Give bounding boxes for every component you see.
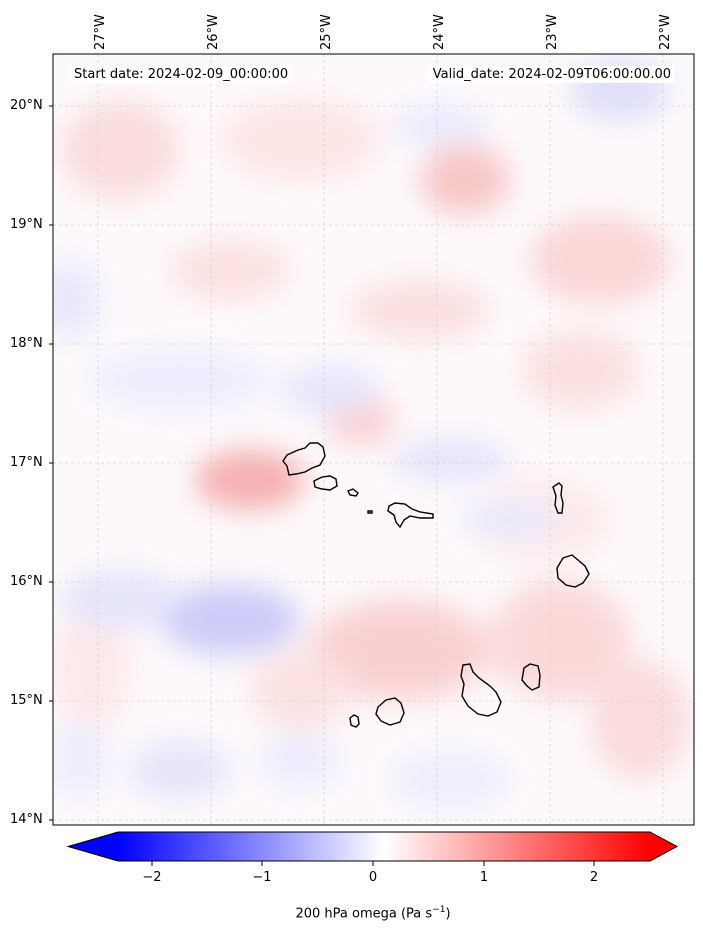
graticule bbox=[53, 54, 694, 825]
lon-label: 23°W bbox=[545, 14, 560, 50]
colorbar-tick-label: −2 bbox=[142, 870, 162, 885]
island-santa-luzia bbox=[347, 488, 359, 497]
lat-label: 16°N bbox=[10, 574, 43, 589]
lat-label: 17°N bbox=[10, 455, 43, 470]
colorbar-label: 200 hPa omega (Pa s−1) bbox=[295, 905, 451, 922]
island-sao-nicolau bbox=[387, 502, 434, 529]
islands bbox=[282, 442, 590, 728]
lon-label: 24°W bbox=[432, 14, 447, 50]
lat-label: 18°N bbox=[10, 336, 43, 351]
island-maio bbox=[521, 663, 541, 691]
island-boa-vista bbox=[556, 554, 590, 588]
colorbar-tick-label: 1 bbox=[479, 870, 489, 885]
lon-label: 25°W bbox=[319, 14, 334, 50]
lat-label: 19°N bbox=[10, 217, 43, 232]
lat-label: 15°N bbox=[10, 693, 43, 708]
island-sao-vicente bbox=[313, 475, 338, 491]
island-santo-antao bbox=[282, 442, 326, 476]
lon-label: 27°W bbox=[93, 14, 108, 50]
valid-date-label: Valid_date: 2024-02-09T06:00:00.00 bbox=[428, 66, 675, 83]
map-frame bbox=[52, 53, 695, 826]
lat-label: 14°N bbox=[10, 812, 43, 827]
colorbar-tick-label: 2 bbox=[589, 870, 599, 885]
lat-ticks bbox=[49, 105, 53, 821]
island-santiago bbox=[460, 663, 502, 717]
island-fogo bbox=[375, 697, 405, 726]
colorbar bbox=[66, 831, 679, 866]
omega-field bbox=[53, 54, 694, 825]
colorbar-tick-label: 0 bbox=[368, 870, 378, 885]
island-sao-nicolau-islet bbox=[367, 510, 373, 514]
lon-label: 22°W bbox=[658, 14, 673, 50]
lon-label: 26°W bbox=[206, 14, 221, 50]
island-brava bbox=[349, 714, 360, 728]
island-sal bbox=[552, 482, 564, 514]
colorbar-tick-label: −1 bbox=[252, 870, 272, 885]
start-date-label: Start date: 2024-02-09_00:00:00 bbox=[70, 66, 293, 83]
lat-label: 20°N bbox=[10, 98, 43, 113]
